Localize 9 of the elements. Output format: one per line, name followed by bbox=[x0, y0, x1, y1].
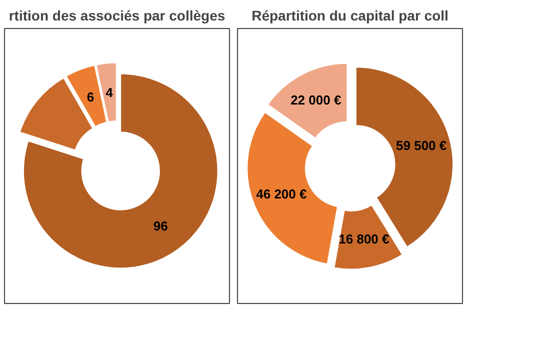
data-label: 59 500 € bbox=[396, 138, 447, 154]
data-label: 4 bbox=[106, 84, 114, 100]
data-label: 46 200 € bbox=[256, 186, 307, 202]
data-label: 6 bbox=[86, 89, 94, 104]
chart-title: Répartition du capital par coll bbox=[252, 8, 448, 24]
data-label: 16 800 € bbox=[338, 231, 390, 246]
chart-title: rtition des associés par collèges bbox=[8, 8, 226, 24]
data-label: 96 bbox=[153, 218, 168, 234]
data-label: 22 000 € bbox=[290, 92, 342, 108]
